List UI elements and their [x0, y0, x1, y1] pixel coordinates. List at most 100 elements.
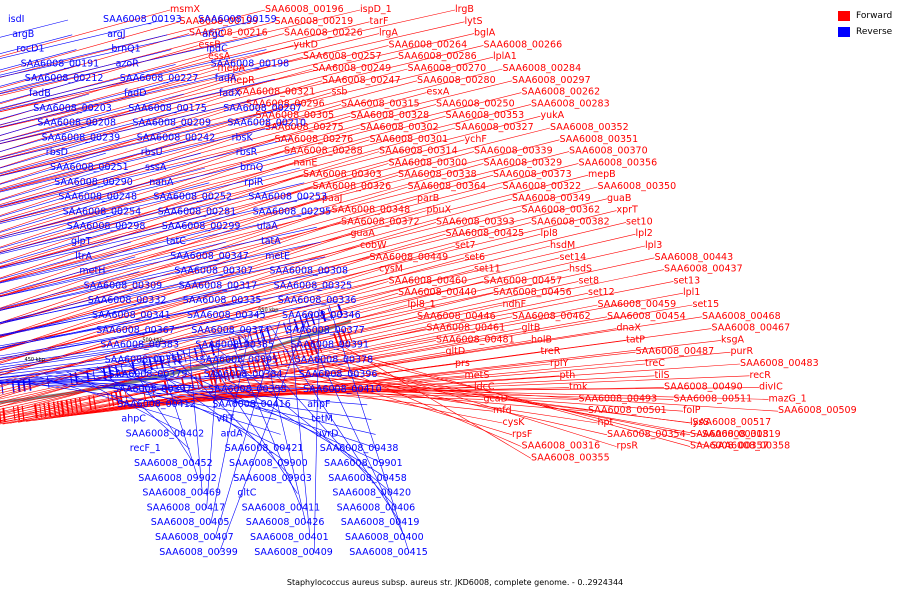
- forward-gene-line: [0, 80, 418, 192]
- forward-gene-label: tatP: [626, 334, 645, 345]
- forward-gene-line: [0, 233, 446, 364]
- forward-gene-line: [0, 210, 617, 360]
- reverse-feature: [310, 313, 316, 326]
- forward-gene-line: [0, 257, 465, 386]
- reverse-gene-label: SAA6008_00317: [179, 280, 258, 291]
- forward-gene-label: metS: [465, 370, 490, 381]
- reverse-gene-line: [198, 344, 298, 494]
- forward-gene-label: SAA6008_00352: [550, 122, 629, 133]
- forward-gene-line: [0, 92, 427, 208]
- forward-gene-line: [209, 387, 674, 400]
- reverse-gene-label: SAA6008_00341: [92, 310, 171, 321]
- forward-gene-label: SAA6008_00468: [702, 311, 781, 322]
- reverse-gene-label: fadA: [215, 73, 237, 84]
- reverse-gene-label: isdI: [8, 14, 24, 25]
- reverse-gene-label: fadD: [124, 88, 147, 99]
- reverse-gene-line: [0, 226, 127, 265]
- reverse-gene-label: SAA6008_00159: [198, 14, 277, 25]
- reverse-gene-label: SAA6008_09903: [233, 473, 312, 484]
- forward-gene-line: [0, 45, 484, 161]
- forward-gene-line: [95, 351, 731, 412]
- reverse-gene-line: [0, 123, 193, 175]
- forward-gene-label: SAA6008_00350: [598, 181, 677, 192]
- forward-gene-label: SAA6008_00357: [690, 441, 769, 452]
- scale-layer: 150 kbp200 kbp250 kbp300 kbp350 kbp400 k…: [25, 308, 279, 363]
- forward-gene-label: mazG_1: [769, 393, 807, 404]
- forward-gene-line: [202, 388, 579, 400]
- forward-gene-label: lpl2: [636, 228, 653, 239]
- reverse-gene-line: [0, 381, 269, 391]
- forward-gene-label: mepB: [588, 169, 616, 180]
- forward-gene-line: [0, 127, 456, 253]
- reverse-gene-label: SAA6008_00332: [88, 295, 167, 306]
- forward-gene-label: SAA6008_00296: [246, 98, 325, 109]
- forward-gene-label: paaJ: [322, 193, 342, 204]
- forward-gene-label: SAA6008_00353: [446, 110, 525, 121]
- reverse-gene-line: [0, 212, 218, 269]
- reverse-gene-line: [0, 286, 144, 323]
- forward-feature: [251, 359, 257, 373]
- reverse-gene-line: [0, 197, 214, 254]
- forward-gene-line: [0, 92, 332, 190]
- forward-gene-label: ksgA: [721, 334, 744, 345]
- forward-feature: [294, 346, 300, 360]
- legend-swatch-reverse: [838, 27, 850, 37]
- forward-gene-line: [0, 92, 522, 223]
- forward-gene-label: hsdS: [569, 264, 592, 275]
- legend-swatch-forward: [838, 11, 850, 21]
- reverse-gene-line: [0, 197, 309, 270]
- forward-gene-line: [0, 45, 389, 144]
- forward-gene-label: SAA6008_00219: [275, 16, 354, 27]
- reverse-gene-label: SAA6008_00198: [211, 58, 290, 69]
- reverse-gene-line: [137, 358, 290, 465]
- legend-label-forward: Forward: [856, 11, 893, 21]
- forward-gene-label: SAA6008_00443: [655, 252, 734, 263]
- reverse-gene-label: SAA6008_00426: [246, 517, 325, 528]
- forward-gene-line: [0, 163, 579, 310]
- forward-gene-label: SAA6008_00501: [588, 405, 667, 416]
- forward-gene-label: SAA6008_00511: [674, 393, 753, 404]
- reverse-gene-line: [0, 241, 132, 280]
- reverse-gene-line: [0, 64, 271, 128]
- forward-gene-label: SAA6008_00487: [636, 346, 715, 357]
- forward-gene-label: prs: [455, 358, 470, 369]
- reverse-gene-label: SAA6008_00398: [208, 384, 287, 395]
- forward-gene-label: SAA6008_00348: [332, 205, 411, 216]
- forward-gene-label: SAA6008_00280: [417, 75, 496, 86]
- reverse-gene-line: [0, 271, 235, 325]
- reverse-gene-label: SAA6008_00252: [153, 192, 232, 203]
- reverse-gene-line: [229, 336, 302, 509]
- forward-gene-label: SAA6008_00358: [712, 441, 791, 452]
- reverse-gene-line: [0, 167, 111, 201]
- forward-gene-label: SAA6008_00216: [189, 28, 268, 39]
- forward-gene-label: SAA6008_00257: [303, 51, 382, 62]
- forward-gene-line: [0, 210, 332, 323]
- forward-gene-line: [0, 257, 370, 376]
- reverse-gene-line: [0, 167, 301, 240]
- forward-gene-label: SAA6008_00286: [398, 51, 477, 62]
- forward-gene-label: divIC: [759, 382, 783, 393]
- forward-gene-label: SAA6008_00370: [569, 146, 648, 157]
- forward-gene-line: [0, 281, 674, 414]
- forward-gene-line: [329, 351, 712, 447]
- forward-gene-label: SAA6008_00459: [598, 299, 677, 310]
- reverse-gene-label: SAA6008_00415: [349, 547, 428, 558]
- forward-gene-line: [0, 45, 199, 105]
- reverse-gene-label: SAA6008_00385: [195, 340, 274, 351]
- reverse-gene-label: SAA6008_00193: [103, 14, 182, 25]
- reverse-gene-label: SAA6008_00399: [159, 547, 238, 558]
- forward-gene-label: bglA: [474, 28, 496, 39]
- forward-gene-label: SAA6008_00326: [313, 181, 392, 192]
- forward-gene-line: [0, 115, 256, 201]
- reverse-gene-line: [127, 360, 195, 465]
- forward-gene-label: SAA6008_00382: [531, 216, 610, 227]
- forward-gene-line: [0, 316, 513, 424]
- reverse-gene-line: [65, 371, 186, 435]
- forward-gene-line: [0, 269, 380, 388]
- reverse-gene-line: [0, 182, 115, 217]
- forward-gene-label: SAA6008_00437: [664, 264, 743, 275]
- forward-gene-label: rplY: [550, 358, 569, 369]
- forward-gene-line: [0, 304, 503, 419]
- reverse-gene-line: [0, 108, 284, 177]
